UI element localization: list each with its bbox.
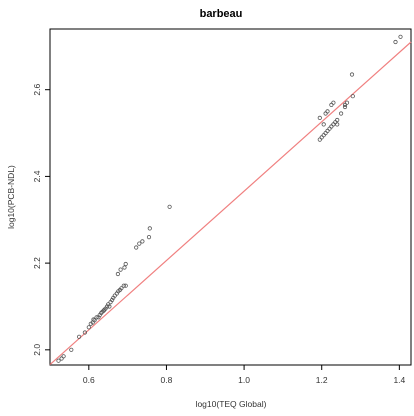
fit-line <box>49 41 412 366</box>
data-point <box>321 133 326 138</box>
data-point <box>59 356 64 361</box>
x-tick-label: 0.6 <box>83 375 95 385</box>
data-point <box>115 271 121 277</box>
data-point <box>123 283 128 288</box>
data-point <box>342 102 348 108</box>
x-tick-label: 1.0 <box>238 375 250 385</box>
data-point <box>82 330 88 335</box>
data-point <box>107 304 112 309</box>
plot-frame <box>49 28 412 366</box>
data-point <box>398 34 403 39</box>
data-point <box>86 325 91 330</box>
data-point <box>323 111 328 116</box>
data-point <box>329 124 334 129</box>
data-point <box>137 241 142 246</box>
y-axis: 2.0 2.2 2.4 2.6 <box>32 84 50 356</box>
data-point <box>69 347 74 352</box>
data-point <box>393 39 398 45</box>
data-point <box>121 283 126 288</box>
data-point <box>349 72 355 77</box>
x-axis: 0.6 0.8 1.0 1.2 1.4 <box>83 365 406 385</box>
data-point <box>338 111 344 116</box>
data-point <box>96 315 101 320</box>
data-point <box>344 100 350 105</box>
data-point <box>327 126 332 131</box>
data-point <box>335 122 340 127</box>
data-point <box>325 109 330 114</box>
x-axis-label: log10(TEQ Global) <box>196 399 267 409</box>
data-point <box>122 265 127 270</box>
y-axis-label: log10(PCB-NDL) <box>6 165 16 229</box>
data-point <box>350 94 355 99</box>
data-point <box>56 358 61 363</box>
y-tick-label: 2.0 <box>32 344 42 356</box>
data-point <box>325 128 330 133</box>
data-point <box>92 318 97 323</box>
y-tick-label: 2.6 <box>32 84 42 96</box>
data-point <box>321 122 326 127</box>
points-layer <box>56 34 403 363</box>
fit-line-layer <box>49 41 412 366</box>
data-point <box>333 120 338 125</box>
data-point <box>342 104 348 110</box>
data-point <box>335 117 340 123</box>
chart-title: barbeau <box>200 8 243 20</box>
x-tick-label: 1.4 <box>393 375 405 385</box>
data-point <box>323 131 328 136</box>
data-point <box>106 302 111 307</box>
y-tick-label: 2.2 <box>32 257 42 269</box>
data-point <box>110 297 115 303</box>
data-point <box>146 235 152 240</box>
data-point <box>317 137 322 142</box>
data-point <box>61 354 66 359</box>
data-point <box>147 226 152 231</box>
data-point <box>134 245 139 250</box>
data-point <box>105 304 110 309</box>
data-point <box>77 334 82 339</box>
y-tick-label: 2.4 <box>32 170 42 182</box>
data-point <box>119 286 124 291</box>
data-point <box>140 239 145 244</box>
data-point <box>123 261 128 267</box>
data-point <box>167 204 172 209</box>
data-point <box>331 122 336 127</box>
data-point <box>319 135 324 140</box>
x-tick-label: 0.8 <box>161 375 173 385</box>
data-point <box>317 115 322 121</box>
data-point <box>94 315 99 320</box>
data-point <box>331 100 336 105</box>
data-point <box>329 102 334 108</box>
data-point <box>118 267 123 272</box>
x-tick-label: 1.2 <box>316 375 328 385</box>
